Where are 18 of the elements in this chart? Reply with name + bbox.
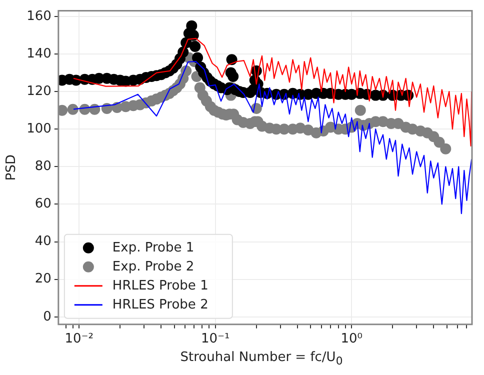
- y-tick-label: 100: [26, 121, 52, 136]
- x-tick-label: 10⁻¹: [201, 332, 230, 347]
- legend-label: HRLES Probe 1: [112, 278, 208, 294]
- y-tick-label: 120: [26, 84, 52, 99]
- x-axis-title: Strouhal Number = fc/U$_{0}$: [179, 350, 344, 368]
- x-tick-label: 10⁰: [340, 332, 362, 347]
- y-tick-label: 80: [34, 159, 52, 174]
- y-tick-label: 40: [34, 234, 52, 250]
- y-tick-label: 160: [26, 8, 52, 24]
- y-tick-label: 20: [34, 272, 52, 287]
- y-tick-label: 60: [34, 196, 52, 212]
- legend-label: HRLES Probe 2: [112, 297, 208, 312]
- y-axis-title: PSD: [4, 154, 20, 181]
- y-tick-label: 0: [43, 309, 52, 324]
- legend-label: Exp. Probe 2: [112, 259, 194, 274]
- y-tick-label: 140: [26, 46, 52, 62]
- x-tick-label: 10⁻²: [64, 332, 94, 347]
- legend-label: Exp. Probe 1: [112, 240, 194, 256]
